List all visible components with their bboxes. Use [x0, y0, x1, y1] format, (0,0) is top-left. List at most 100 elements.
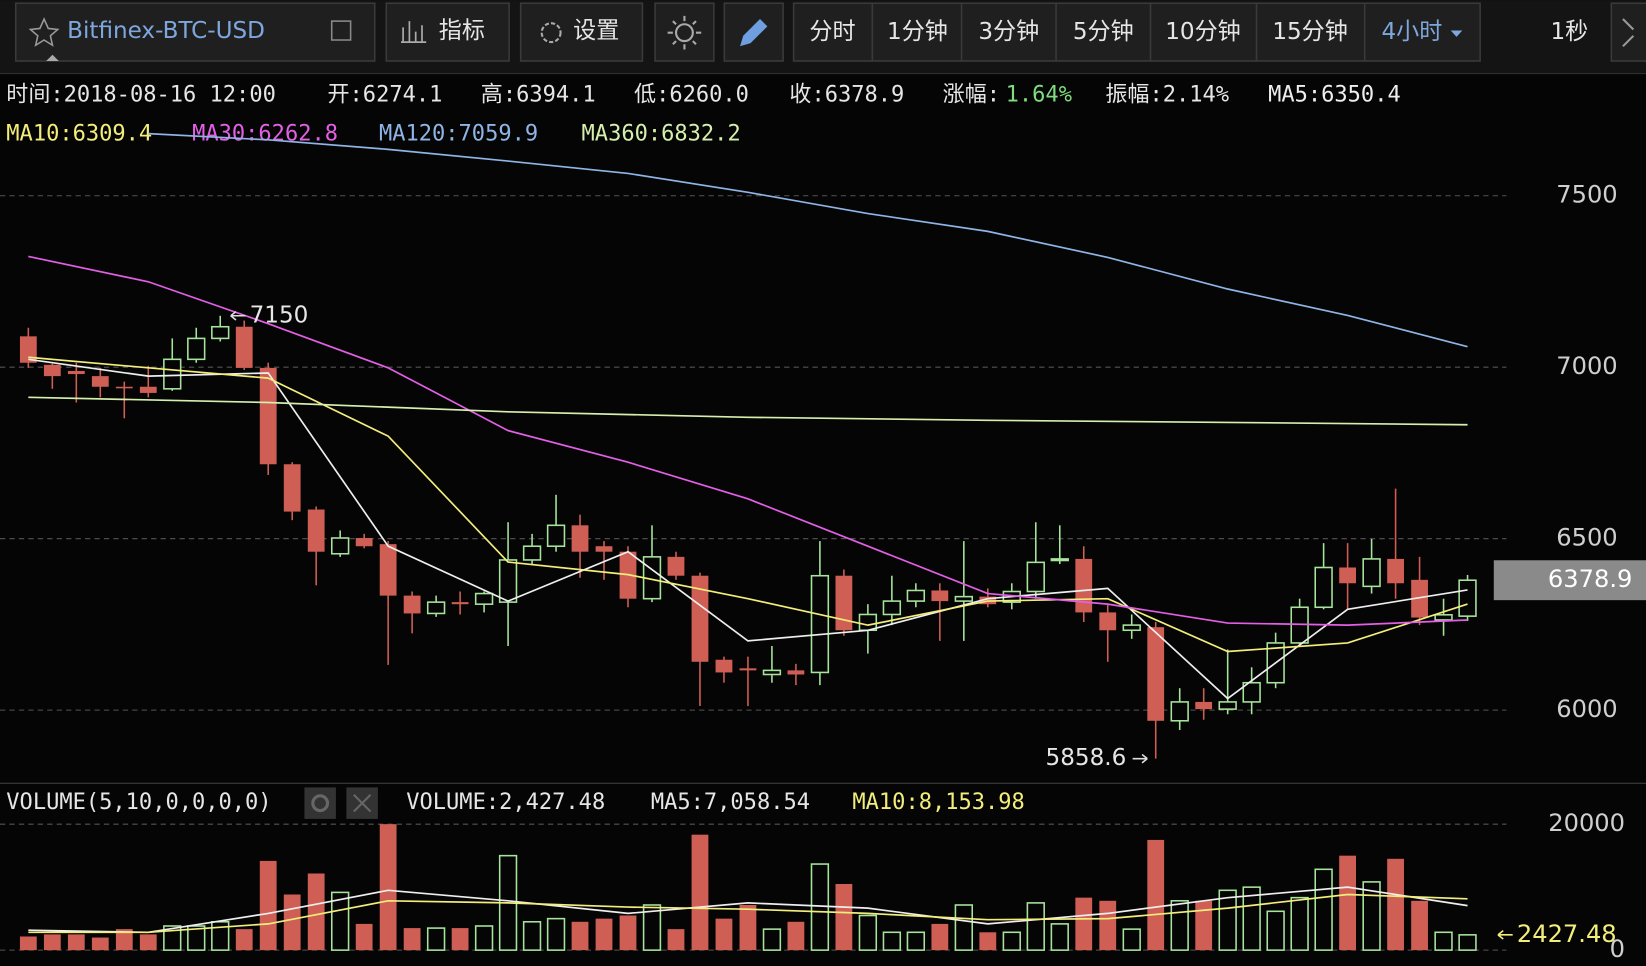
volume-bar [1002, 931, 1021, 951]
candle-body [1122, 624, 1141, 632]
volume-bar [1026, 902, 1045, 951]
last-price: 6378.9 [1548, 565, 1632, 593]
candle-body [954, 595, 974, 602]
volume-bar [691, 834, 709, 951]
fullscreen-button[interactable] [1610, 2, 1646, 62]
symbol-button[interactable] [14, 2, 376, 62]
candle-body [882, 600, 902, 616]
period[interactable]: 1分钟 [887, 19, 948, 45]
volume-tick-label: 20000 [1548, 809, 1625, 837]
volume-bar [1434, 931, 1453, 951]
ma-line [28, 893, 1468, 934]
ma-line [148, 132, 1468, 348]
candle-body [235, 326, 253, 368]
period[interactable]: 分时 [809, 19, 855, 45]
volume-bar [954, 904, 974, 951]
candle-body [1050, 558, 1069, 562]
indicator-button[interactable] [385, 2, 510, 62]
volume-bar [43, 934, 61, 951]
y-tick-label: 7000 [1556, 352, 1617, 380]
candle-body [163, 358, 182, 390]
volume-bar [163, 925, 182, 951]
ma-line [28, 255, 1468, 626]
volume-bar [91, 937, 109, 951]
volume-bar [451, 928, 469, 951]
info-change-label: 涨幅: [943, 83, 1000, 108]
candle-body [307, 509, 325, 552]
candle-body [595, 546, 613, 552]
period[interactable]: 15分钟 [1272, 19, 1348, 45]
candle-body [1411, 579, 1428, 618]
candle-body [1458, 579, 1477, 617]
window-icon[interactable] [330, 20, 352, 41]
candle-body [1339, 567, 1357, 584]
candle-body [1387, 558, 1404, 584]
volume-bar [906, 931, 926, 951]
arrow [230, 310, 246, 321]
candle-body [259, 367, 277, 465]
ma-legend: MA5:6350.4 [1268, 83, 1401, 108]
settings-button[interactable] [519, 2, 644, 62]
candle-body [1075, 558, 1093, 613]
period[interactable]: 5分钟 [1073, 19, 1134, 45]
close-icon [353, 794, 372, 813]
pencil-icon [740, 19, 768, 47]
info-low: 低:6260.0 [634, 83, 749, 108]
ma-line [28, 358, 1468, 700]
plot: 6000 6500 7000 7500 0 20000 7150 5858.6 6378.9 24… [0, 132, 1646, 963]
volume-bar [1411, 900, 1428, 951]
refresh-rate[interactable]: 1秒 [1550, 19, 1588, 45]
symbol: Bitfinex-BTC-USD [67, 18, 265, 44]
candle-body [906, 589, 926, 602]
volume-bar [739, 904, 757, 951]
volume-bar [882, 931, 902, 951]
sun-rays [667, 15, 702, 50]
candle-body [211, 325, 230, 340]
candle-body [762, 669, 782, 676]
candle-body [187, 337, 206, 361]
volume-bar [403, 928, 421, 951]
volume-bar [19, 936, 37, 951]
period-separators [871, 3, 1366, 62]
theme-button[interactable] [654, 2, 715, 62]
star-icon[interactable] [28, 17, 60, 47]
max-label: 7150 [250, 302, 309, 328]
period-active[interactable]: 4小时 [1381, 19, 1442, 45]
volume-bar [1362, 881, 1381, 951]
period-group [792, 2, 1481, 62]
candle-body [522, 545, 542, 561]
period[interactable]: 3分钟 [978, 19, 1039, 45]
volume-bar [571, 921, 589, 951]
candle-body [1099, 612, 1117, 631]
candle-body [474, 592, 494, 605]
candle-body [330, 537, 350, 555]
candle-body [91, 376, 109, 387]
info-time: 时间:2018-08-16 12:00 [6, 83, 276, 108]
candle-body [451, 602, 469, 605]
last-volume: 2427.48 [1517, 920, 1617, 948]
ma-legend: MA120:7059.9 [379, 121, 538, 146]
volume-bar [619, 915, 637, 951]
sun-icon [674, 23, 694, 43]
volume-bar [931, 923, 949, 951]
volume-bar [979, 932, 997, 951]
volume-bar [642, 904, 662, 951]
candle-body [1170, 701, 1189, 722]
y-tick-label: 6500 [1556, 524, 1617, 552]
volume-settings[interactable] [304, 787, 336, 819]
candle-body [835, 575, 853, 631]
candle-body [139, 386, 157, 393]
volume-bar [330, 891, 350, 951]
candle-body [1314, 566, 1333, 609]
gear-icon [540, 22, 562, 44]
candle-body [1434, 614, 1453, 621]
volume-bar [1122, 928, 1141, 951]
candle-body [691, 575, 709, 662]
volume-bar [1458, 934, 1477, 951]
candle-body [1026, 561, 1045, 593]
candle-body [787, 670, 805, 675]
period[interactable]: 10分钟 [1165, 19, 1241, 45]
volume-tick-label: 0 [1610, 935, 1625, 963]
